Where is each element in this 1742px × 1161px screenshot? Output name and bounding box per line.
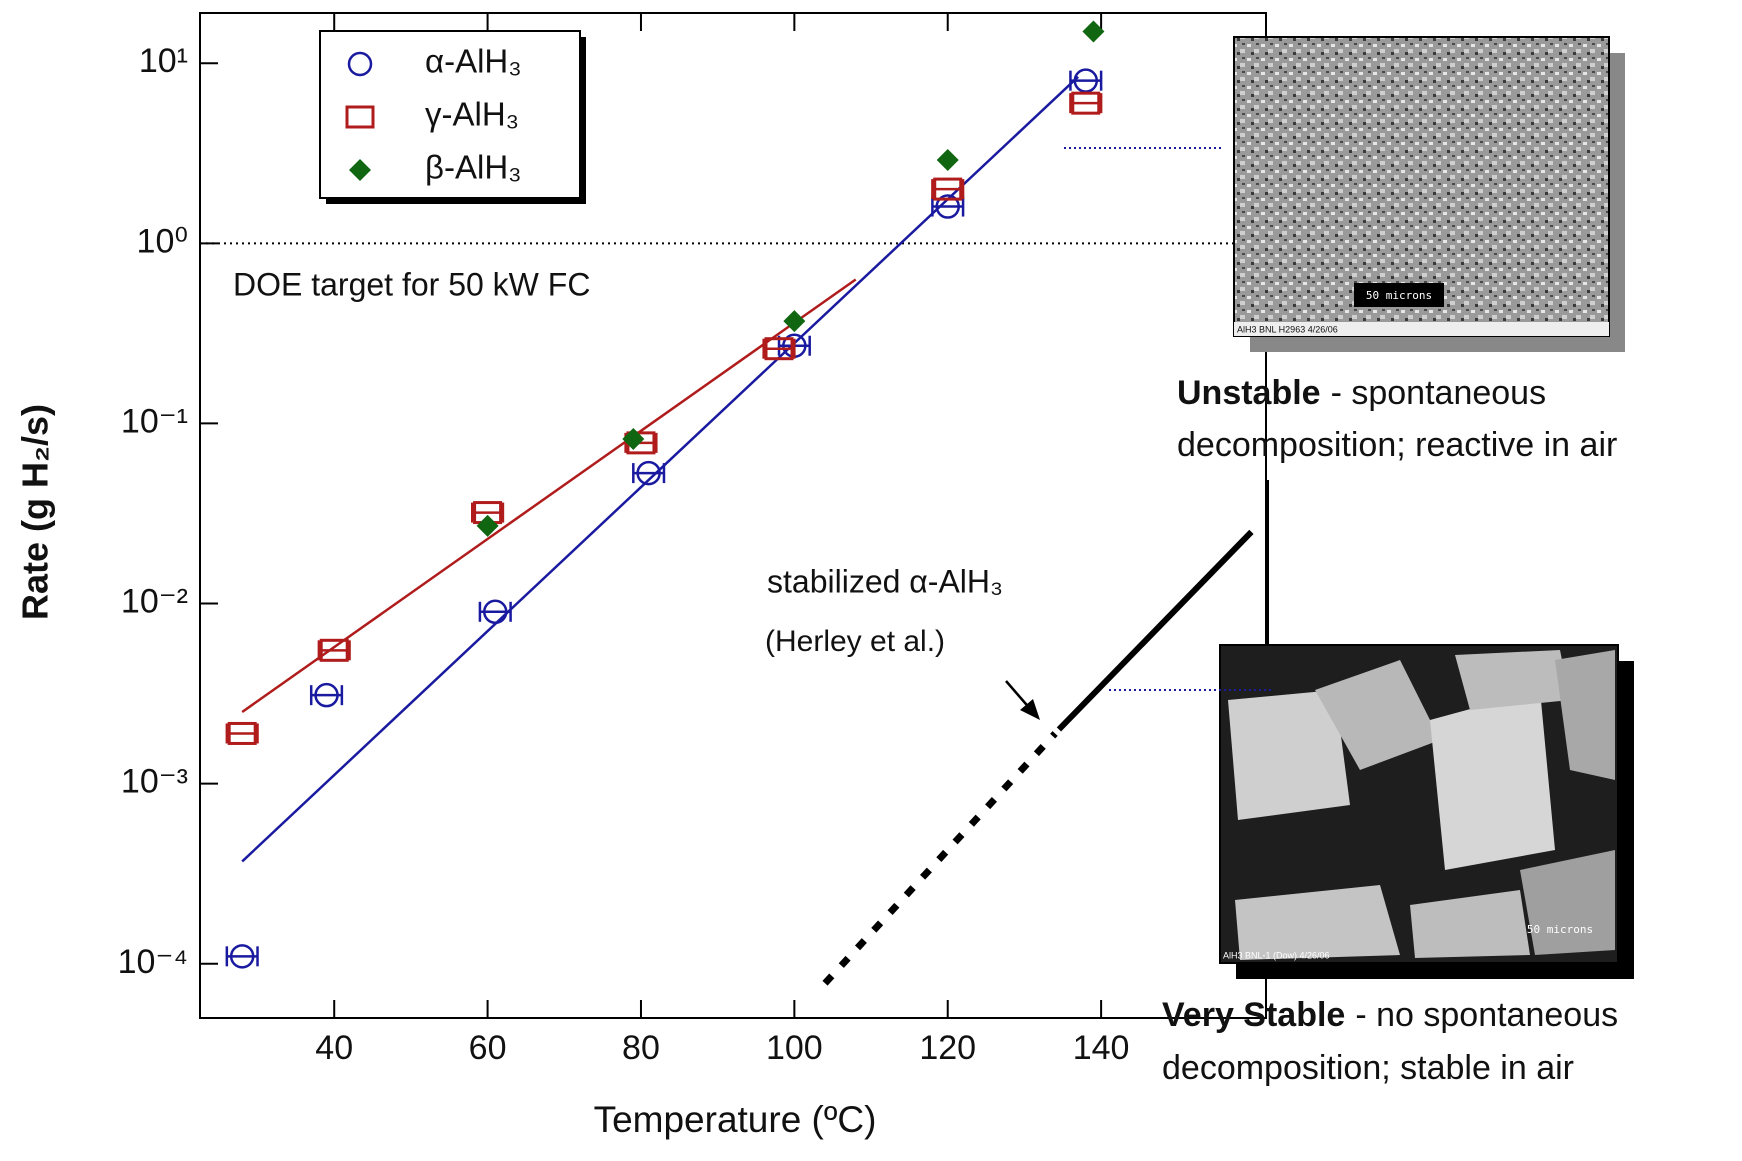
stabilized-line: [822, 731, 1058, 986]
marker: [764, 337, 794, 361]
marker: [314, 682, 339, 708]
marker: [227, 721, 257, 745]
reference-note: (Herley et al.): [765, 625, 945, 658]
y-tick-label: 10⁻²: [121, 583, 188, 621]
marker: [1071, 91, 1101, 115]
marker: [935, 194, 960, 219]
marker: [783, 310, 806, 333]
marker: [933, 177, 963, 201]
description-text: decomposition; reactive in air: [1177, 426, 1617, 464]
legend-label: α-AlH₃: [425, 43, 522, 80]
marker: [636, 460, 661, 486]
y-axis-title: Rate (g H₂/s): [15, 404, 56, 620]
scale-label: 50 microns: [1527, 923, 1593, 936]
x-tick-label: 140: [1073, 1029, 1130, 1067]
marker: [229, 944, 255, 969]
marker: [622, 427, 645, 450]
reference-label: stabilized α-AlH₃: [767, 563, 1003, 599]
description-text: - spontaneous: [1331, 374, 1547, 412]
image-description: Unstable - spontaneous: [1177, 374, 1546, 412]
sem-image-top: 50 microns AlH3 BNL H2963 4/26/06: [1233, 36, 1625, 352]
legend-label: β-AlH₃: [425, 149, 522, 186]
legend-label: γ-AlH₃: [425, 96, 519, 133]
image-description: Very Stable - no spontaneous: [1162, 996, 1618, 1034]
description-title: Unstable: [1177, 374, 1321, 412]
y-tick-label: 10¹: [139, 42, 188, 80]
x-axis-title: Temperature (ºC): [594, 1099, 877, 1140]
description-text: - no spontaneous: [1355, 996, 1618, 1034]
stabilized-line: [1056, 529, 1254, 732]
y-tick-label: 10⁻⁴: [118, 943, 188, 981]
plot-frame: [199, 12, 1267, 1019]
plot-area: 40 60 80 100 120 140 10⁻⁴ 10⁻³ 10⁻² 10⁻¹ 10⁰ 10¹ Tem…: [15, 12, 1267, 1140]
error-bar: [471, 502, 505, 523]
error-bar: [225, 723, 259, 744]
marker: [936, 149, 959, 172]
marker: [1073, 68, 1099, 93]
x-tick-label: 80: [622, 1029, 660, 1067]
description-title: Very Stable: [1162, 996, 1345, 1034]
marker: [483, 599, 508, 625]
marker: [476, 514, 499, 537]
sem-image-bottom: 50 microns AlH3 BNL-1 (Dow) 4/26/06: [1219, 644, 1634, 979]
arrow-head: [1020, 699, 1040, 720]
image-caption: AlH3 BNL-1 (Dow) 4/26/06: [1223, 950, 1330, 960]
error-bar: [931, 179, 965, 200]
scale-label: 50 microns: [1366, 289, 1432, 302]
reference-label: DOE target for 50 kW FC: [233, 266, 590, 302]
image-caption: AlH3 BNL H2963 4/26/06: [1237, 324, 1338, 334]
x-tick-label: 40: [315, 1029, 353, 1067]
x-tick-label: 120: [919, 1029, 976, 1067]
x-tick-label: 100: [766, 1029, 823, 1067]
marker: [1082, 20, 1105, 43]
legend-marker: [349, 159, 371, 181]
legend-marker: [345, 105, 375, 129]
y-tick-label: 10⁻¹: [121, 402, 188, 440]
error-bar: [317, 640, 351, 661]
description-text: decomposition; stable in air: [1162, 1049, 1574, 1087]
error-bar: [1069, 93, 1103, 114]
error-bar: [762, 338, 796, 359]
marker: [319, 638, 349, 662]
y-tick-label: 10⁰: [137, 222, 188, 260]
y-tick-label: 10⁻³: [121, 763, 188, 801]
legend-marker: [347, 51, 373, 77]
x-tick-label: 60: [469, 1029, 507, 1067]
